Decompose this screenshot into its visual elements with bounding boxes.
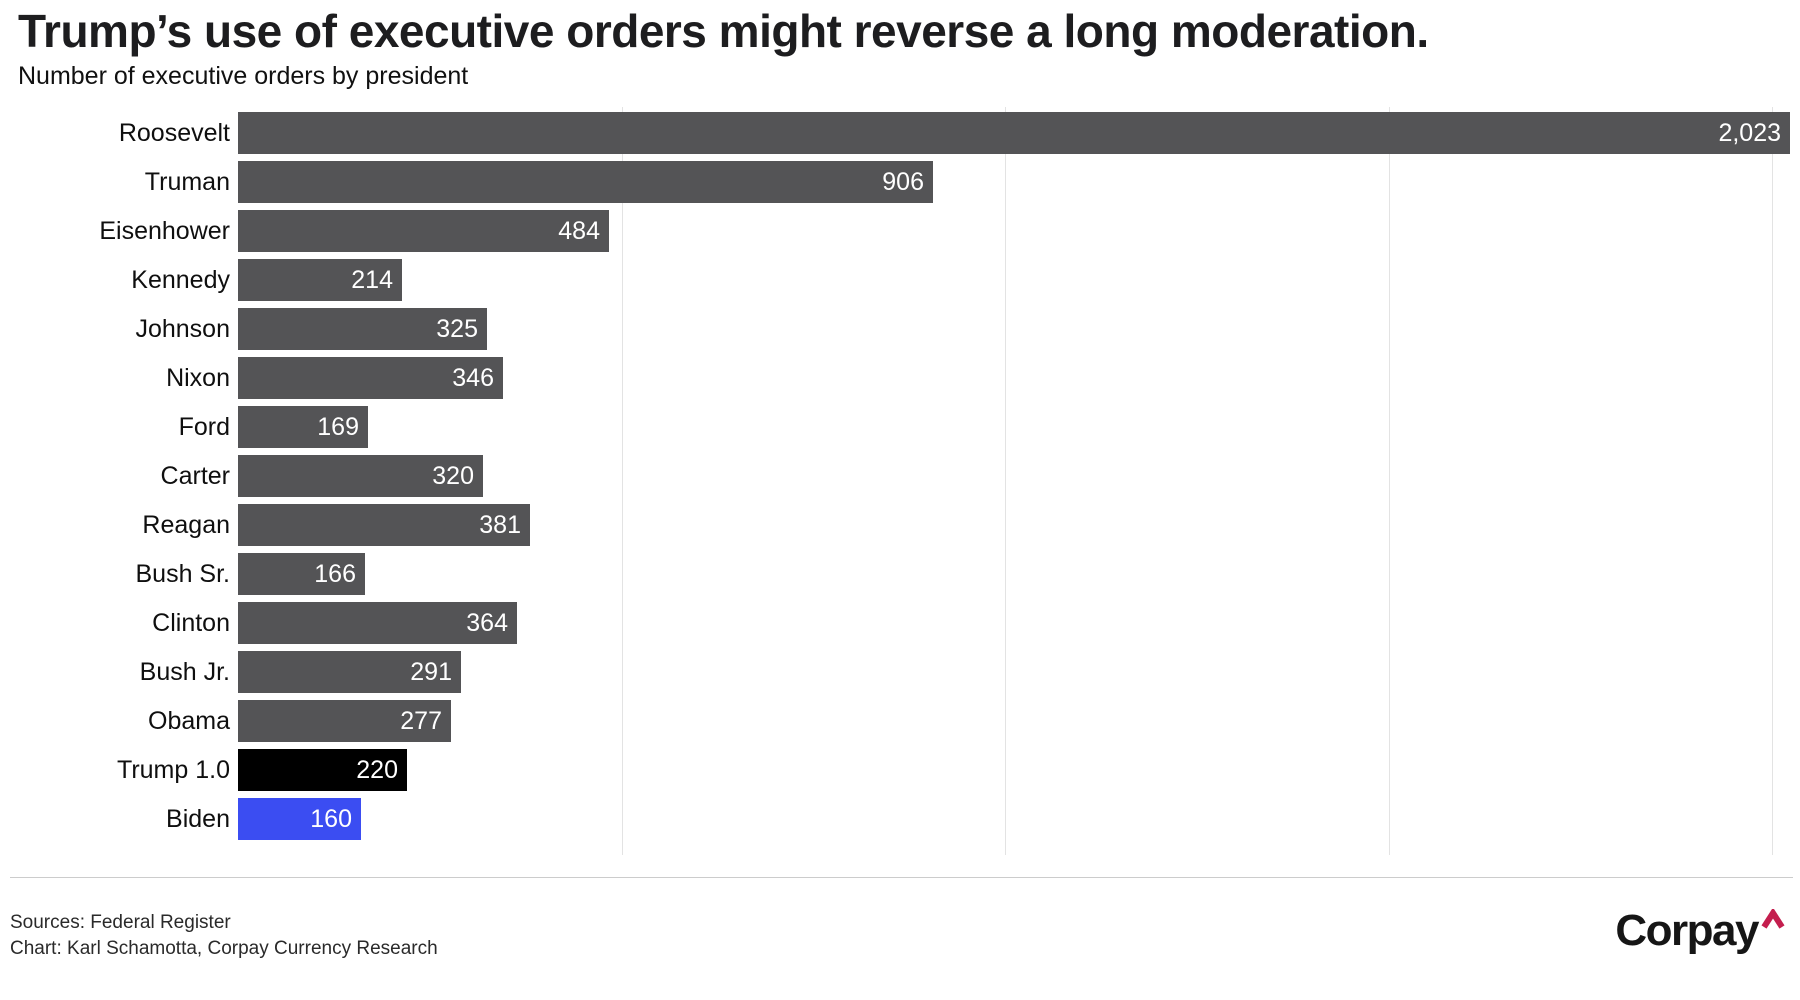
- bar: 346: [238, 357, 503, 399]
- bar: 214: [238, 259, 402, 301]
- bar-value-label: 484: [558, 217, 600, 245]
- chart-title: Trump’s use of executive orders might re…: [18, 5, 1429, 57]
- bar-row: Kennedy 214: [0, 259, 1800, 301]
- bar-category-label: Reagan: [142, 511, 230, 539]
- bar-value-label: 291: [410, 658, 452, 686]
- bar: 160: [238, 798, 361, 840]
- bar-row: Carter 320: [0, 455, 1800, 497]
- bar: 484: [238, 210, 609, 252]
- bar-row: Trump 1.0 220: [0, 749, 1800, 791]
- bar: 291: [238, 651, 461, 693]
- bar-category-label: Ford: [178, 413, 230, 441]
- bar-category-label: Obama: [148, 707, 230, 735]
- bar: 364: [238, 602, 517, 644]
- sources-line: Sources: Federal Register: [10, 912, 231, 933]
- footer-divider: [10, 877, 1793, 878]
- bar-category-label: Johnson: [135, 315, 230, 343]
- bar-category-label: Roosevelt: [118, 119, 230, 147]
- bar: 2,023: [238, 112, 1790, 154]
- bar-row: Biden 160: [0, 798, 1800, 840]
- bar-category-label: Truman: [144, 168, 230, 196]
- corpay-logo: Corpay: [1615, 906, 1786, 966]
- chart-subtitle: Number of executive orders by president: [18, 62, 469, 90]
- bar-value-label: 325: [436, 315, 478, 343]
- bar-category-label: Carter: [160, 462, 230, 490]
- bar: 320: [238, 455, 483, 497]
- bar-row: Ford 169: [0, 406, 1800, 448]
- bar-value-label: 214: [351, 266, 393, 294]
- corpay-logo-text: Corpay: [1615, 906, 1759, 955]
- bar-category-label: Bush Jr.: [139, 658, 230, 686]
- bar-value-label: 2,023: [1718, 119, 1781, 147]
- bar: 277: [238, 700, 451, 742]
- credit-line: Chart: Karl Schamotta, Corpay Currency R…: [10, 938, 438, 959]
- bar-category-label: Nixon: [166, 364, 230, 392]
- bar-category-label: Kennedy: [131, 266, 230, 294]
- bar-value-label: 381: [479, 511, 521, 539]
- bar: 169: [238, 406, 368, 448]
- bar-row: Obama 277: [0, 700, 1800, 742]
- bar-value-label: 364: [466, 609, 508, 637]
- bar-row: Bush Sr. 166: [0, 553, 1800, 595]
- bar-category-label: Eisenhower: [99, 217, 230, 245]
- bar-value-label: 346: [452, 364, 494, 392]
- bar-row: Reagan 381: [0, 504, 1800, 546]
- bar-chart: Roosevelt 2,023 Truman 906 Eisenhower 484 Kenn…: [0, 107, 1800, 855]
- bar: 166: [238, 553, 365, 595]
- bar-value-label: 220: [356, 756, 398, 784]
- corpay-caret-icon: [1761, 909, 1785, 929]
- bar-row: Eisenhower 484: [0, 210, 1800, 252]
- bar-category-label: Bush Sr.: [135, 560, 231, 588]
- bar-row: Clinton 364: [0, 602, 1800, 644]
- bar-row: Bush Jr. 291: [0, 651, 1800, 693]
- bar-value-label: 906: [882, 168, 924, 196]
- bar-value-label: 166: [314, 560, 356, 588]
- bar-value-label: 320: [432, 462, 474, 490]
- bar-value-label: 160: [310, 805, 352, 833]
- bar: 325: [238, 308, 487, 350]
- bar: 906: [238, 161, 933, 203]
- bar-row: Johnson 325: [0, 308, 1800, 350]
- bar-row: Roosevelt 2,023: [0, 112, 1800, 154]
- bar: 381: [238, 504, 530, 546]
- bar-row: Nixon 346: [0, 357, 1800, 399]
- gridline: [622, 107, 623, 855]
- bar-category-label: Trump 1.0: [116, 756, 230, 784]
- source-note: Sources: Federal Register Chart: Karl Sc…: [10, 910, 438, 962]
- bar-category-label: Biden: [166, 805, 230, 833]
- gridline: [1005, 107, 1006, 855]
- bar-value-label: 277: [400, 707, 442, 735]
- bar-category-label: Clinton: [152, 609, 230, 637]
- bar: 220: [238, 749, 407, 791]
- gridline: [1389, 107, 1390, 855]
- bar-row: Truman 906: [0, 161, 1800, 203]
- bar-value-label: 169: [317, 413, 359, 441]
- gridline: [1772, 107, 1773, 855]
